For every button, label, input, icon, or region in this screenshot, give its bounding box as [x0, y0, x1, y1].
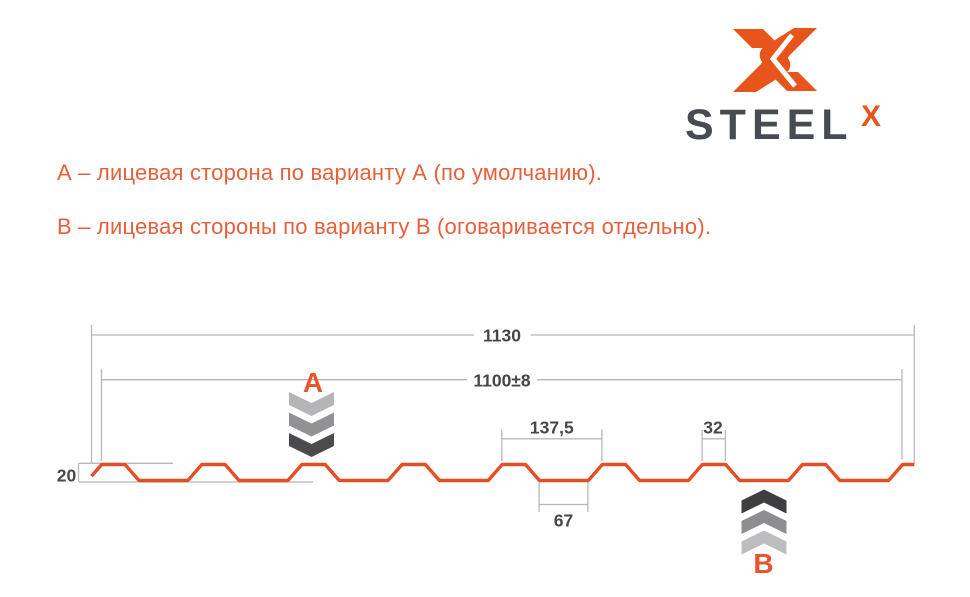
dim-label-height: 20 [57, 466, 77, 486]
marker-b-chevrons-chevron-3 [741, 530, 787, 555]
dimension-lines [77, 325, 915, 512]
dim-label-valley: 67 [554, 511, 573, 531]
marker-a-label: A [303, 367, 323, 398]
profile-sheet-outline [90, 462, 915, 483]
dim-label-cover: 1100±8 [473, 371, 531, 391]
logo-bar-top-left [733, 29, 782, 48]
marker-a-chevrons-chevron-3 [289, 433, 334, 457]
profile-layer [90, 462, 915, 483]
steelx-wordmark: STEEL [685, 101, 854, 149]
note-variant-a: А – лицевая сторона по варианту А (по ум… [57, 160, 603, 185]
logo-gap [769, 33, 797, 88]
dim-label-overall: 1130 [483, 326, 521, 346]
marker-a-chevrons-chevron-1 [289, 392, 334, 416]
steelx-wordmark-x: X [861, 100, 882, 133]
marker-a-chevrons-chevron-2 [289, 412, 334, 437]
steelx-logo-mark-icon [733, 28, 817, 92]
marker-b-chevrons-chevron-1 [741, 489, 787, 514]
marker-b-chevrons [741, 489, 787, 555]
note-variant-b: В – лицевая стороны по варианту В (огова… [57, 214, 712, 239]
dim-label-pitch: 137,5 [530, 418, 574, 438]
dim-label-ribtop: 32 [703, 418, 723, 438]
marker-b-chevrons-chevron-2 [741, 510, 787, 534]
marker-a-chevrons [289, 392, 334, 457]
marker-b-label: B [753, 548, 773, 579]
